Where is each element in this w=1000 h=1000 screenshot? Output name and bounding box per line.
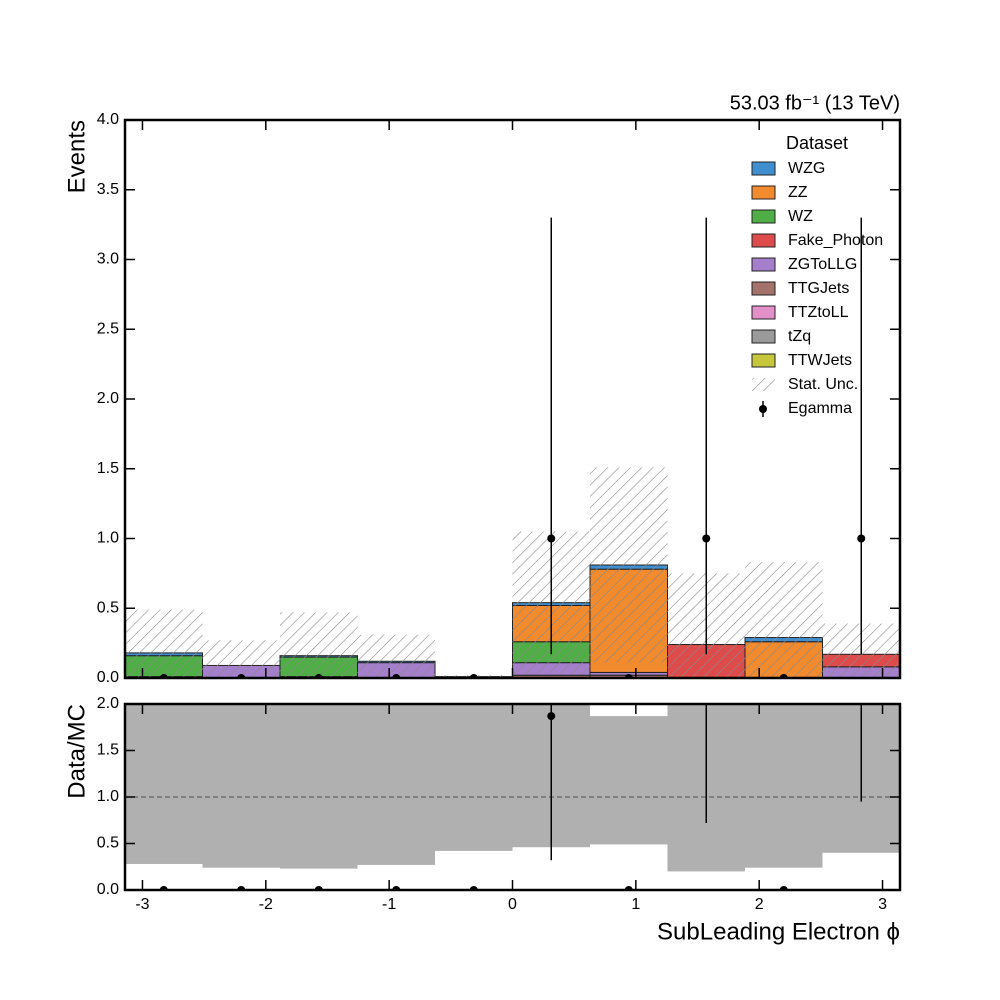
legend-label: TTZtoLL	[788, 304, 849, 321]
legend-swatch	[751, 257, 776, 272]
x-tick-label: 2	[755, 896, 764, 913]
ratio-y-axis-label: Data/MC	[63, 704, 90, 799]
y-tick-label: 3.0	[97, 251, 119, 268]
legend-swatch	[751, 185, 776, 200]
x-tick-label: -3	[135, 896, 149, 913]
x-tick-label: 1	[631, 896, 640, 913]
legend-label: WZ	[788, 208, 813, 225]
main-plot	[125, 217, 900, 678]
ratio-frame	[123, 702, 902, 892]
y-axis-label: Events	[63, 120, 90, 193]
legend-label: TTGJets	[788, 280, 849, 297]
ratio-plot	[125, 704, 900, 890]
x-tick-label: 3	[878, 896, 887, 913]
y-tick-label: 2.0	[97, 390, 119, 407]
stat-unc-band	[202, 640, 280, 678]
ratio-y-tick-label: 1.5	[97, 742, 119, 759]
legend-title: Dataset	[786, 133, 848, 153]
ratio-y-tick-label: 0.5	[97, 835, 119, 852]
lumi-label: 53.03 fb⁻¹ (13 TeV)	[730, 92, 900, 114]
legend-label: ZGToLLG	[788, 256, 857, 273]
stat-unc-band	[125, 609, 203, 678]
data-point	[857, 534, 866, 543]
x-tick-label: -2	[259, 896, 273, 913]
legend-label: Stat. Unc.	[788, 376, 858, 393]
ratio-y-tick-label: 0.0	[97, 881, 119, 898]
x-tick-label: -1	[382, 896, 396, 913]
ratio-unc-band	[435, 704, 513, 851]
legend-label: TTWJets	[788, 352, 852, 369]
y-tick-label: 0.5	[97, 599, 119, 616]
stat-unc-band	[589, 467, 668, 663]
legend-label: tZq	[788, 328, 811, 345]
legend-label: ZZ	[788, 184, 808, 201]
stat-unc-band	[745, 562, 823, 678]
ratio-y-tick-label: 1.0	[97, 788, 119, 805]
y-tick-label: 0.0	[97, 669, 119, 686]
ratio-y-tick-label: 2.0	[97, 695, 119, 712]
data-point	[702, 534, 711, 543]
legend-label: Egamma	[788, 400, 852, 417]
x-tick-label: 0	[508, 896, 517, 913]
legend-swatch	[751, 161, 776, 176]
main-frame	[123, 118, 902, 680]
y-tick-label: 1.5	[97, 460, 119, 477]
legend-label: Fake_Photon	[788, 232, 883, 249]
legend-swatch	[751, 233, 776, 248]
ratio-unc-band	[202, 704, 280, 868]
axes: 0.0 0.5 1.0 1.5 2.0 2.5 3.0 3.5 4.0 WZG ZZ WZ Fake_P…	[97, 111, 900, 913]
legend-swatch	[751, 305, 776, 320]
legend-label: WZG	[788, 160, 825, 177]
stat-unc-band	[279, 612, 358, 678]
legend-swatch	[752, 378, 775, 391]
ratio-point	[547, 712, 556, 721]
ratio-unc-band	[357, 704, 436, 865]
legend-swatch	[751, 281, 776, 296]
y-tick-label: 3.5	[97, 181, 119, 198]
y-tick-label: 2.5	[97, 320, 119, 337]
stat-unc-band	[357, 634, 436, 678]
legend-swatch	[751, 353, 776, 368]
legend-marker	[759, 405, 767, 413]
ratio-unc-band	[279, 704, 358, 869]
legend-swatch	[751, 209, 776, 224]
legend-swatch	[751, 329, 776, 344]
ratio-unc-band	[589, 716, 668, 845]
y-tick-label: 1.0	[97, 530, 119, 547]
x-axis-label: SubLeading Electron ϕ	[657, 918, 900, 945]
y-tick-label: 4.0	[97, 111, 119, 128]
ratio-unc-band	[745, 704, 823, 868]
ratio-unc-band	[125, 704, 203, 864]
data-point	[547, 534, 556, 543]
